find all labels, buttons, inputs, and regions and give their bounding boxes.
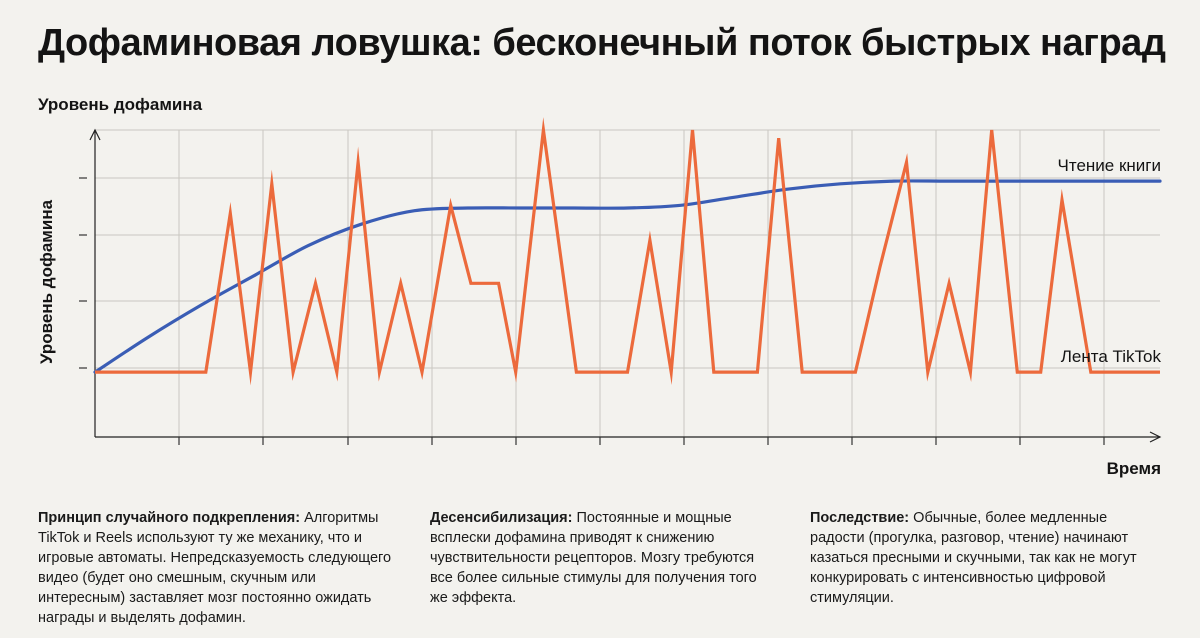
chart-top-label: Уровень дофамина bbox=[38, 95, 203, 114]
note-desensitization: Десенсибилизация: Постоянные и мощные вс… bbox=[430, 508, 775, 608]
note-3-text: Обычные, более медленные радости (прогул… bbox=[810, 510, 1137, 606]
note-random-reinforcement: Принцип случайного подкрепления: Алгорит… bbox=[38, 508, 398, 628]
note-3-heading: Последствие: bbox=[810, 510, 910, 526]
chart-ticks bbox=[79, 177, 1105, 445]
series-layer: Чтение книги Лента TikTok bbox=[93, 117, 1162, 386]
y-axis-arrow bbox=[89, 128, 101, 141]
x-axis-label: Время bbox=[1107, 459, 1161, 478]
series-line-reading bbox=[93, 179, 1162, 374]
note-consequence: Последствие: Обычные, более медленные ра… bbox=[810, 508, 1160, 608]
dopamine-chart: Чтение книги Лента TikTok Уровень дофамин… bbox=[37, 117, 1162, 478]
x-axis-arrow bbox=[1149, 431, 1162, 443]
series-2: Лента TikTok bbox=[95, 117, 1162, 386]
series-label-2: Лента TikTok bbox=[1061, 347, 1162, 366]
chart-grid bbox=[95, 129, 1160, 437]
chart-axes bbox=[89, 128, 1162, 443]
series-1: Чтение книги bbox=[93, 156, 1162, 374]
series-line-tiktok bbox=[95, 117, 1160, 386]
note-2-heading: Десенсибилизация: bbox=[430, 510, 573, 526]
note-2-text: Постоянные и мощные всплески дофамина пр… bbox=[430, 510, 757, 606]
note-1-text: Алгоритмы TikTok и Reels используют ту ж… bbox=[38, 510, 392, 626]
series-label-1: Чтение книги bbox=[1058, 156, 1161, 175]
y-axis-label: Уровень дофамина bbox=[37, 199, 56, 364]
note-1-heading: Принцип случайного подкрепления: bbox=[38, 510, 301, 526]
page-title: Дофаминовая ловушка: бесконечный поток б… bbox=[38, 22, 1166, 64]
